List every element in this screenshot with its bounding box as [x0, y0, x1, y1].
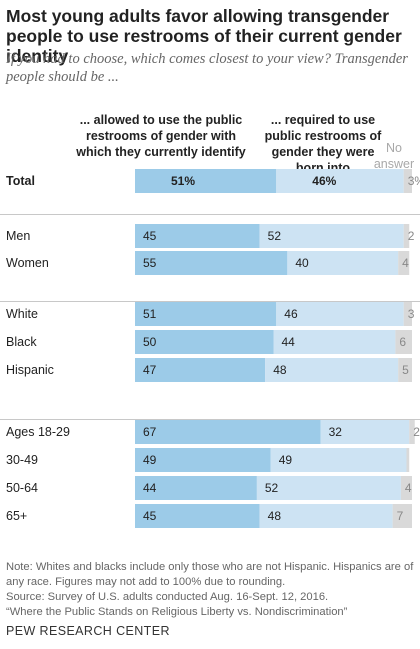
bar-segment	[259, 504, 393, 528]
row-label: Men	[6, 229, 30, 243]
bar-segment	[135, 330, 274, 354]
bar-segment	[287, 251, 399, 275]
bar-segment	[400, 476, 412, 500]
bar-segment	[135, 476, 257, 500]
data-label: 40	[295, 256, 309, 270]
bar-segment	[135, 358, 266, 382]
data-label: 4	[405, 481, 412, 495]
data-label: 45	[143, 229, 157, 243]
bar-segment	[256, 476, 401, 500]
bar-segment	[273, 330, 396, 354]
note-text: Note: Whites and blacks include only tho…	[6, 561, 414, 588]
data-label: 46	[284, 307, 298, 321]
legend-allowed: ... allowed to use the public restrooms …	[76, 113, 246, 159]
bar-segment	[409, 420, 415, 444]
data-label: 7	[397, 509, 404, 523]
data-label: 67	[143, 425, 157, 439]
data-label: 48	[273, 363, 287, 377]
bar-segment	[392, 504, 412, 528]
row-label: 65+	[6, 509, 27, 523]
data-label: 6	[399, 335, 406, 349]
data-label: 5	[402, 363, 409, 377]
bar-segment	[406, 448, 410, 472]
data-label: 3%	[408, 174, 420, 188]
data-label: 52	[268, 229, 282, 243]
footnote: Note: Whites and blacks include only tho…	[6, 560, 418, 620]
legend-required: ... required to use public restrooms of …	[264, 113, 382, 175]
bar-segment	[135, 302, 277, 326]
bar-segment	[135, 448, 271, 472]
data-label: 2	[408, 229, 415, 243]
data-label: 32	[329, 425, 343, 439]
bar-segment	[276, 169, 404, 193]
bar-segment	[135, 504, 260, 528]
separator	[0, 419, 420, 420]
brand-logo-text: PEW RESEARCH CENTER	[6, 624, 170, 638]
row-label: Ages 18-29	[6, 425, 70, 439]
bar-segment	[135, 169, 277, 193]
row-label: Hispanic	[6, 363, 54, 377]
data-label: 55	[143, 256, 157, 270]
report-title: “Where the Public Stands on Religious Li…	[6, 606, 348, 618]
bar-segment	[403, 169, 412, 193]
data-label: 44	[282, 335, 296, 349]
data-label: 49	[279, 453, 293, 467]
data-label: 51	[143, 307, 157, 321]
bar-segment	[135, 251, 288, 275]
legend-no-answer: No answer	[373, 141, 415, 171]
bar-segment	[265, 358, 399, 382]
row-label: Women	[6, 256, 49, 270]
bar-segment	[270, 448, 407, 472]
data-label: 51%	[171, 174, 195, 188]
data-label: 49	[143, 453, 157, 467]
bar-segment	[320, 420, 410, 444]
row-label: Black	[6, 335, 37, 349]
data-label: 2	[413, 425, 420, 439]
bar-segment	[276, 302, 404, 326]
data-label: 45	[143, 509, 157, 523]
data-label: 48	[268, 509, 282, 523]
bar-segment	[398, 358, 412, 382]
bar-segment	[259, 224, 404, 248]
separator	[0, 214, 420, 215]
data-label: 4	[402, 256, 409, 270]
row-label: 30-49	[6, 453, 38, 467]
bar-segment	[135, 420, 321, 444]
data-label: 47	[143, 363, 157, 377]
row-label: White	[6, 307, 38, 321]
data-label: 44	[143, 481, 157, 495]
chart-title: Most young adults favor allowing transge…	[6, 6, 402, 66]
bar-segment	[403, 224, 410, 248]
bar-segment	[135, 224, 260, 248]
source-text: Source: Survey of U.S. adults conducted …	[6, 591, 329, 603]
data-label: 46%	[312, 174, 336, 188]
stacked-bar-chart: Total51%46%3%Men45522Women55404White5146…	[6, 169, 420, 528]
chart-subtitle: If you had to choose, which comes closes…	[6, 51, 408, 85]
data-label: 52	[265, 481, 279, 495]
bar-segment	[403, 302, 412, 326]
row-label: Total	[6, 174, 35, 188]
row-label: 50-64	[6, 481, 38, 495]
data-label: 50	[143, 335, 157, 349]
bar-segment	[395, 330, 412, 354]
bar-segment	[398, 251, 410, 275]
separator	[0, 301, 420, 302]
data-label: 3	[408, 307, 415, 321]
